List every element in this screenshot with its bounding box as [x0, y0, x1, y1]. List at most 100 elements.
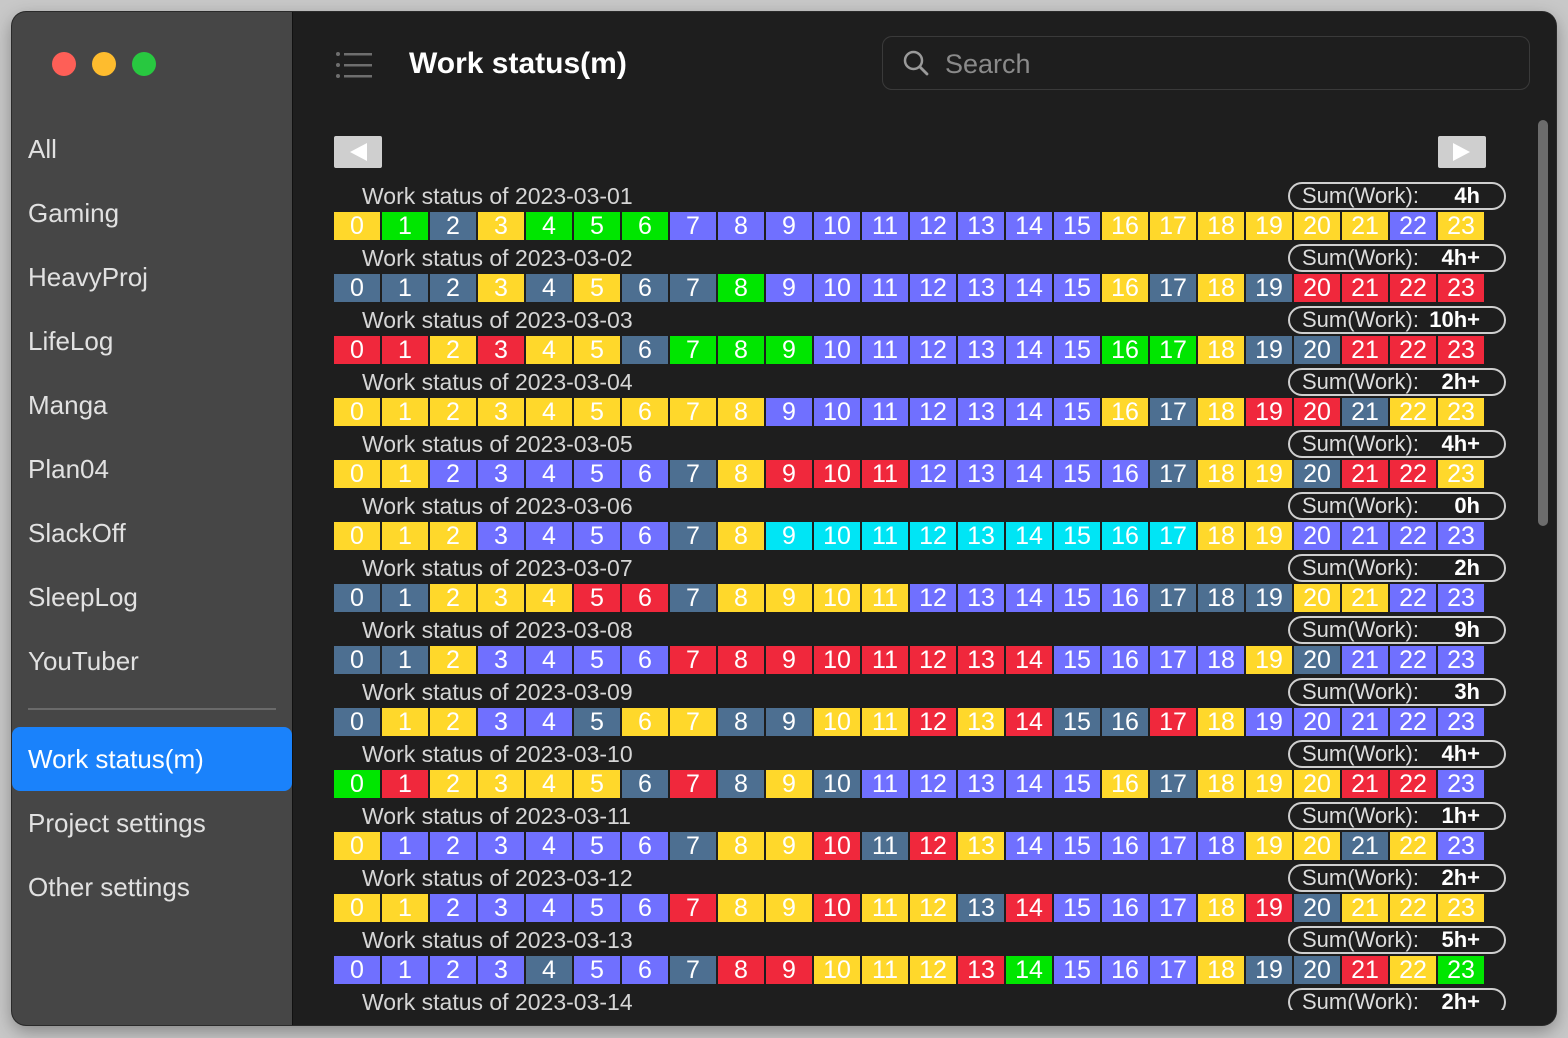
hour-cell[interactable]: 16 — [1102, 894, 1148, 922]
hour-cell[interactable]: 12 — [910, 522, 956, 550]
hour-cell[interactable]: 15 — [1054, 584, 1100, 612]
hour-cell[interactable]: 13 — [958, 770, 1004, 798]
hour-cell[interactable]: 14 — [1006, 708, 1052, 736]
hour-cell[interactable]: 12 — [910, 584, 956, 612]
hour-cell[interactable]: 9 — [766, 212, 812, 240]
hour-cell[interactable]: 20 — [1294, 336, 1340, 364]
hour-cell[interactable]: 7 — [670, 522, 716, 550]
hour-cell[interactable]: 13 — [958, 832, 1004, 860]
hour-cell[interactable]: 5 — [574, 646, 620, 674]
hour-cell[interactable]: 15 — [1054, 894, 1100, 922]
hour-cell[interactable]: 9 — [766, 956, 812, 984]
hour-cell[interactable]: 12 — [910, 398, 956, 426]
hour-cell[interactable]: 1 — [382, 336, 428, 364]
hour-cell[interactable]: 3 — [478, 584, 524, 612]
hour-cell[interactable]: 16 — [1102, 646, 1148, 674]
hour-cell[interactable]: 23 — [1438, 460, 1484, 488]
hour-cell[interactable]: 4 — [526, 522, 572, 550]
hour-cell[interactable]: 7 — [670, 832, 716, 860]
hour-cell[interactable]: 6 — [622, 274, 668, 302]
sidebar-item-project-settings[interactable]: Project settings — [28, 808, 206, 838]
sidebar-item-other-settings[interactable]: Other settings — [28, 872, 190, 902]
sidebar-item-manga[interactable]: Manga — [28, 390, 108, 420]
hour-cell[interactable]: 16 — [1102, 708, 1148, 736]
hour-cell[interactable]: 2 — [430, 584, 476, 612]
hour-cell[interactable]: 4 — [526, 708, 572, 736]
hour-cell[interactable]: 1 — [382, 832, 428, 860]
hour-cell[interactable]: 18 — [1198, 212, 1244, 240]
hour-cell[interactable]: 21 — [1342, 522, 1388, 550]
hour-cell[interactable]: 11 — [862, 212, 908, 240]
hour-cell[interactable]: 10 — [814, 646, 860, 674]
hour-cell[interactable]: 18 — [1198, 584, 1244, 612]
hour-cell[interactable]: 3 — [478, 212, 524, 240]
hour-cell[interactable]: 17 — [1150, 212, 1196, 240]
hour-cell[interactable]: 7 — [670, 894, 716, 922]
hour-cell[interactable]: 8 — [718, 894, 764, 922]
hour-cell[interactable]: 19 — [1246, 894, 1292, 922]
hour-cell[interactable]: 16 — [1102, 522, 1148, 550]
hour-cell[interactable]: 9 — [766, 832, 812, 860]
hour-cell[interactable]: 21 — [1342, 894, 1388, 922]
hour-cell[interactable]: 22 — [1390, 212, 1436, 240]
hour-cell[interactable]: 19 — [1246, 336, 1292, 364]
hour-cell[interactable]: 4 — [526, 212, 572, 240]
hour-cell[interactable]: 11 — [862, 708, 908, 736]
hour-cell[interactable]: 21 — [1342, 336, 1388, 364]
hour-cell[interactable]: 6 — [622, 398, 668, 426]
hour-cell[interactable]: 3 — [478, 460, 524, 488]
hour-cell[interactable]: 14 — [1006, 956, 1052, 984]
hour-cell[interactable]: 0 — [334, 274, 380, 302]
hour-cell[interactable]: 0 — [334, 212, 380, 240]
hour-cell[interactable]: 17 — [1150, 584, 1196, 612]
hour-cell[interactable]: 19 — [1246, 832, 1292, 860]
hour-cell[interactable]: 1 — [382, 274, 428, 302]
hour-cell[interactable]: 5 — [574, 956, 620, 984]
hour-cell[interactable]: 0 — [334, 832, 380, 860]
hour-cell[interactable]: 23 — [1438, 956, 1484, 984]
hour-cell[interactable]: 13 — [958, 708, 1004, 736]
hour-cell[interactable]: 8 — [718, 336, 764, 364]
hour-cell[interactable]: 6 — [622, 522, 668, 550]
hour-cell[interactable]: 11 — [862, 460, 908, 488]
hour-cell[interactable]: 14 — [1006, 336, 1052, 364]
hour-cell[interactable]: 17 — [1150, 770, 1196, 798]
hour-cell[interactable]: 16 — [1102, 212, 1148, 240]
hour-cell[interactable]: 13 — [958, 956, 1004, 984]
hour-cell[interactable]: 19 — [1246, 584, 1292, 612]
hour-cell[interactable]: 3 — [478, 770, 524, 798]
sidebar-item-slackoff[interactable]: SlackOff — [28, 518, 126, 548]
close-window-button[interactable] — [52, 52, 76, 76]
hour-cell[interactable]: 12 — [910, 274, 956, 302]
sidebar-item-gaming[interactable]: Gaming — [28, 198, 120, 228]
hour-cell[interactable]: 9 — [766, 398, 812, 426]
hour-cell[interactable]: 9 — [766, 646, 812, 674]
hour-cell[interactable]: 15 — [1054, 460, 1100, 488]
hour-cell[interactable]: 2 — [430, 832, 476, 860]
hour-cell[interactable]: 14 — [1006, 832, 1052, 860]
hour-cell[interactable]: 4 — [526, 646, 572, 674]
hour-cell[interactable]: 12 — [910, 460, 956, 488]
hour-cell[interactable]: 9 — [766, 522, 812, 550]
hour-cell[interactable]: 21 — [1342, 212, 1388, 240]
hour-cell[interactable]: 10 — [814, 522, 860, 550]
hour-cell[interactable]: 0 — [334, 956, 380, 984]
hour-cell[interactable]: 8 — [718, 522, 764, 550]
hour-cell[interactable]: 22 — [1390, 646, 1436, 674]
hour-cell[interactable]: 15 — [1054, 398, 1100, 426]
hour-cell[interactable]: 4 — [526, 336, 572, 364]
hour-cell[interactable]: 19 — [1246, 212, 1292, 240]
hour-cell[interactable]: 11 — [862, 646, 908, 674]
hour-cell[interactable]: 6 — [622, 708, 668, 736]
hour-cell[interactable]: 23 — [1438, 894, 1484, 922]
hour-cell[interactable]: 16 — [1102, 584, 1148, 612]
hour-cell[interactable]: 23 — [1438, 336, 1484, 364]
hour-cell[interactable]: 1 — [382, 522, 428, 550]
hour-cell[interactable]: 13 — [958, 274, 1004, 302]
hour-cell[interactable]: 14 — [1006, 646, 1052, 674]
hour-cell[interactable]: 14 — [1006, 212, 1052, 240]
hour-cell[interactable]: 12 — [910, 832, 956, 860]
hour-cell[interactable]: 7 — [670, 460, 716, 488]
hour-cell[interactable]: 6 — [622, 212, 668, 240]
hour-cell[interactable]: 10 — [814, 212, 860, 240]
